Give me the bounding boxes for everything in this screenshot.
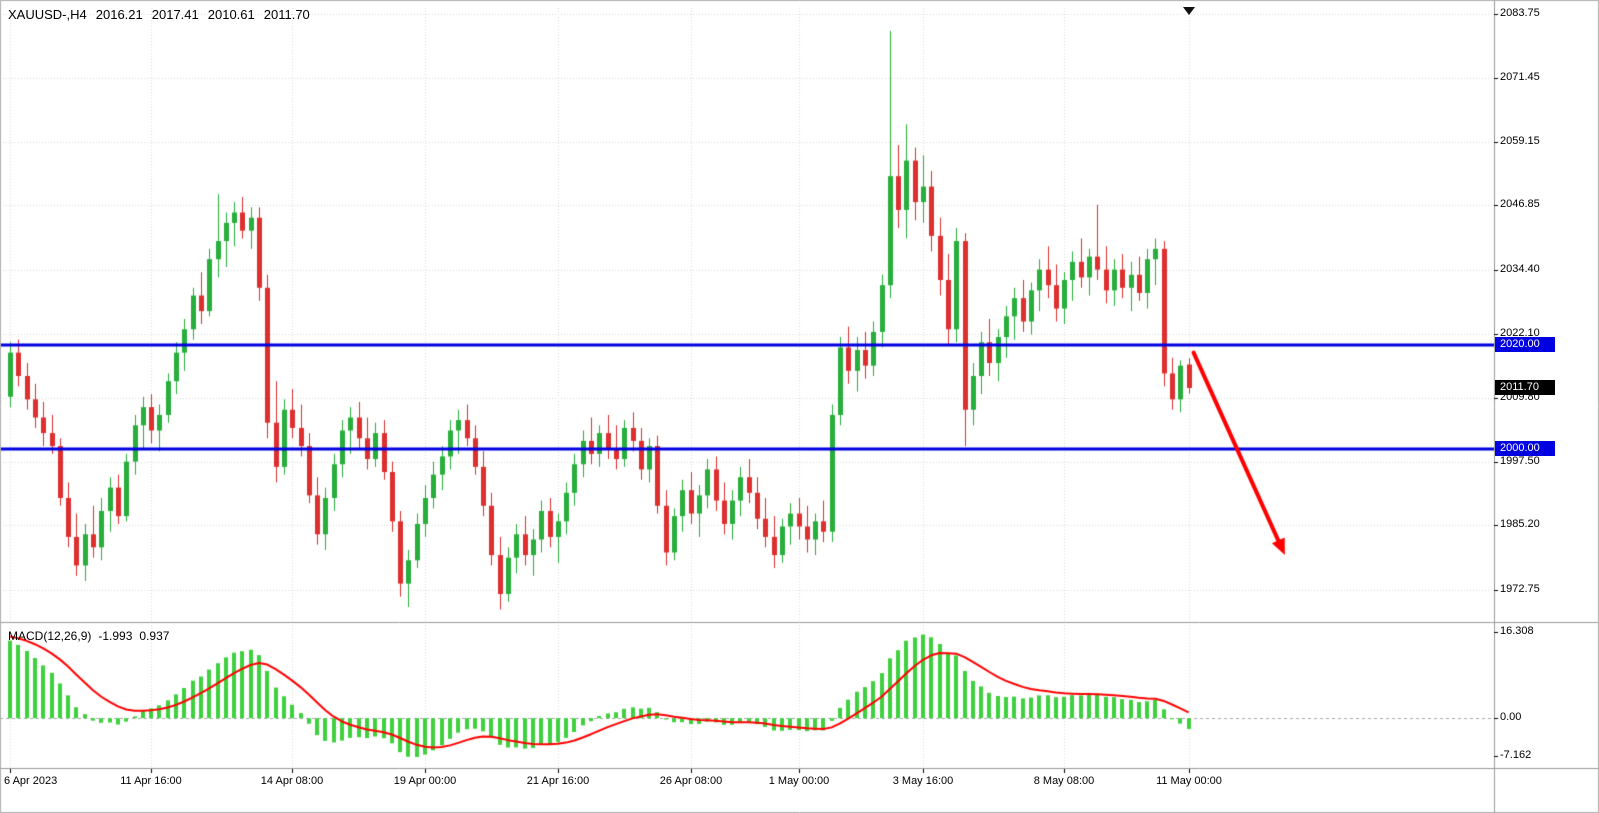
price-tick-label: 2046.85 bbox=[1500, 198, 1540, 210]
chart-shift-marker[interactable] bbox=[1183, 7, 1195, 15]
price-tick-label: 1997.50 bbox=[1500, 455, 1540, 467]
time-tick-label: 26 Apr 08:00 bbox=[659, 775, 723, 787]
time-tick-label: 6 Apr 2023 bbox=[4, 775, 58, 787]
support-price-tag: 2000.00 bbox=[1495, 441, 1555, 456]
time-tick-label: 8 May 08:00 bbox=[1033, 775, 1095, 787]
price-tick-label: 2022.10 bbox=[1500, 327, 1540, 339]
price-tick-label: 1972.75 bbox=[1500, 583, 1540, 595]
time-tick-label: 14 Apr 08:00 bbox=[260, 775, 324, 787]
macd-tick-label: -7.162 bbox=[1500, 749, 1532, 761]
bid-price-tag: 2011.70 bbox=[1495, 380, 1555, 395]
time-tick-label: 3 May 16:00 bbox=[892, 775, 954, 787]
macd-tick-label: 0.00 bbox=[1500, 711, 1522, 723]
macd-tick-label: 16.308 bbox=[1500, 625, 1534, 637]
high-value: 2017.41 bbox=[151, 7, 199, 22]
macd-signal-value: 0.937 bbox=[139, 629, 170, 643]
open-value: 2016.21 bbox=[95, 7, 143, 22]
time-tick-label: 19 Apr 00:00 bbox=[393, 775, 457, 787]
close-value: 2011.70 bbox=[263, 7, 310, 22]
macd-info-bar: MACD(12,26,9) -1.993 0.937 bbox=[8, 629, 176, 643]
time-tick-label: 11 May 00:00 bbox=[1156, 775, 1222, 787]
time-tick-label: 1 May 00:00 bbox=[768, 775, 830, 787]
low-value: 2010.61 bbox=[207, 7, 255, 22]
price-tick-label: 2071.45 bbox=[1500, 71, 1540, 83]
price-tick-label: 2083.75 bbox=[1500, 7, 1540, 19]
resistance-price-tag: 2020.00 bbox=[1495, 337, 1555, 352]
time-tick-label: 21 Apr 16:00 bbox=[526, 775, 590, 787]
symbol-period-label: XAUUSD-,H4 bbox=[8, 7, 87, 22]
price-tick-label: 2059.15 bbox=[1500, 135, 1540, 147]
macd-main-value: -1.993 bbox=[98, 629, 133, 643]
macd-indicator-label: MACD(12,26,9) bbox=[8, 629, 92, 643]
price-tick-label: 2034.40 bbox=[1500, 263, 1540, 275]
price-tick-label: 1985.20 bbox=[1500, 518, 1540, 530]
chart-info-bar: XAUUSD-,H4 2016.21 2017.41 2010.61 2011.70 bbox=[8, 7, 319, 22]
time-tick-label: 11 Apr 16:00 bbox=[120, 775, 182, 787]
